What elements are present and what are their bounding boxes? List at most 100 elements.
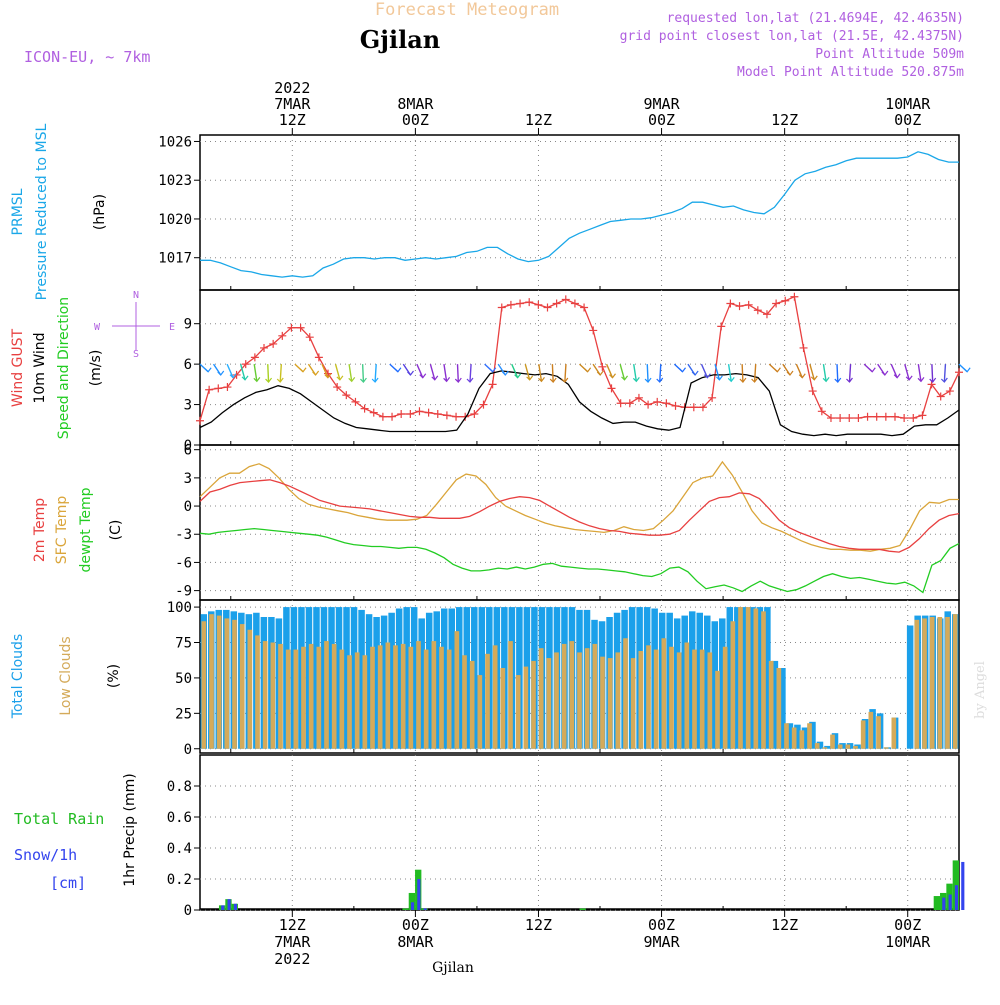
y-tick-label: 9 <box>184 317 192 333</box>
wind-arrow-head <box>253 376 261 383</box>
wind-arrow-head <box>394 367 402 373</box>
wind-direction-arrow <box>822 364 827 382</box>
total-clouds-bar <box>373 617 380 749</box>
total-clouds-label: Total Clouds <box>10 634 26 719</box>
wind-arrow-head <box>917 376 925 383</box>
low-clouds-bar <box>768 660 774 749</box>
sfc-temp-label: SFC Temp <box>54 496 70 565</box>
wind-arrow-head <box>679 367 687 373</box>
wind-direction-arrow <box>456 364 460 383</box>
total-clouds-bar <box>719 618 726 749</box>
low-clouds-bar <box>377 645 383 749</box>
y-tick-label: 0.8 <box>167 779 192 795</box>
y-tick-label: 0 <box>184 499 192 515</box>
snow-bar <box>227 899 231 910</box>
low-clouds-bar <box>508 641 513 749</box>
snow-bar <box>417 879 421 910</box>
gust-marker <box>772 299 781 308</box>
wind-arrow-head <box>360 377 367 383</box>
gust-marker <box>534 300 543 309</box>
low-clouds-bar <box>316 646 322 749</box>
wind-panel: 0 3 6 9 <box>184 289 971 454</box>
total-clouds-bar <box>365 614 373 749</box>
wind-arrow-head <box>810 375 818 381</box>
total-clouds-bar <box>824 745 831 749</box>
gust-marker <box>762 310 771 319</box>
low-clouds-bar <box>600 656 605 749</box>
bottom-time-label: 00Z <box>402 916 429 934</box>
low-clouds-bar <box>952 614 958 749</box>
low-clouds-bar <box>684 642 690 749</box>
low-clouds-bar <box>738 607 743 749</box>
compass-s: S <box>133 349 139 360</box>
gust-marker <box>397 410 406 418</box>
gust-marker <box>378 412 387 421</box>
gust-marker <box>223 383 232 392</box>
rain-bar <box>408 892 416 910</box>
gust-marker <box>909 414 918 423</box>
compass-w: W <box>94 322 101 333</box>
wind-arrow-head <box>204 367 212 373</box>
low-clouds-bar <box>776 668 782 749</box>
wind-arrow-head <box>846 377 853 383</box>
compass-n: N <box>133 290 139 301</box>
wind-direction-arrow <box>659 364 662 383</box>
wind-direction-arrow <box>239 363 246 381</box>
gust-marker <box>616 399 625 408</box>
pressure-label-2: Pressure Reduced to MSL <box>34 123 50 300</box>
gust-label: Wind GUST <box>10 328 26 407</box>
total-clouds-bar <box>711 621 719 749</box>
wind-direction-arrow <box>361 364 365 383</box>
precip-frame <box>199 754 960 911</box>
gust-marker <box>570 299 579 308</box>
gust-marker <box>753 306 762 315</box>
wind-direction-arrow <box>890 363 898 378</box>
wind-arrow-head <box>963 367 971 373</box>
bottom-time-label: 9MAR <box>643 933 680 951</box>
compass-e: E <box>169 322 175 333</box>
wind-arrow-head <box>241 375 249 381</box>
wind-arrow-head <box>868 367 876 373</box>
gust-marker <box>735 302 744 311</box>
gust-marker <box>461 412 470 421</box>
low-clouds-bar <box>247 629 253 749</box>
low-clouds-bar <box>853 745 858 749</box>
low-clouds-bar <box>331 643 337 749</box>
low-clouds-bar <box>400 643 406 749</box>
low-clouds-bar <box>393 645 398 749</box>
gust-marker <box>634 393 643 402</box>
pressure-unit: (hPa) <box>92 194 108 230</box>
top-time-label: 2022 <box>274 79 310 97</box>
top-time-label: 12Z <box>525 111 552 129</box>
low-clouds-bar <box>577 652 582 749</box>
wind-direction-arrow <box>931 364 934 383</box>
wind-arrow-head <box>561 377 569 383</box>
low-clouds-bar <box>722 646 728 749</box>
bottom-time-label: 00Z <box>648 916 675 934</box>
gust-marker <box>305 333 314 342</box>
wind-arrow-head <box>773 367 781 373</box>
wind-arrow-head <box>312 370 320 376</box>
pressure-frame <box>199 134 960 291</box>
wind-arrow-head <box>538 376 545 383</box>
top-time-label: 10MAR <box>885 95 931 113</box>
wind-arrow-head <box>905 375 913 381</box>
total-clouds-bar <box>756 607 764 749</box>
wind-speed-line <box>199 370 960 437</box>
total-clouds-bar <box>328 607 335 749</box>
low-clouds-bar <box>554 652 559 749</box>
snow-bar <box>423 908 427 910</box>
y-tick-label: 25 <box>175 706 192 722</box>
gust-marker <box>607 384 616 393</box>
gust-marker <box>351 397 360 406</box>
wind-arrow-head <box>940 377 948 383</box>
gust-marker <box>433 410 442 418</box>
sfc-temp-line <box>199 460 959 552</box>
gust-marker <box>470 410 479 418</box>
gust-marker <box>479 400 488 409</box>
low-clouds-bar <box>653 649 659 749</box>
wind-direction-arrow <box>334 363 341 381</box>
low-clouds-bar <box>676 652 682 749</box>
gust-marker <box>250 353 259 362</box>
